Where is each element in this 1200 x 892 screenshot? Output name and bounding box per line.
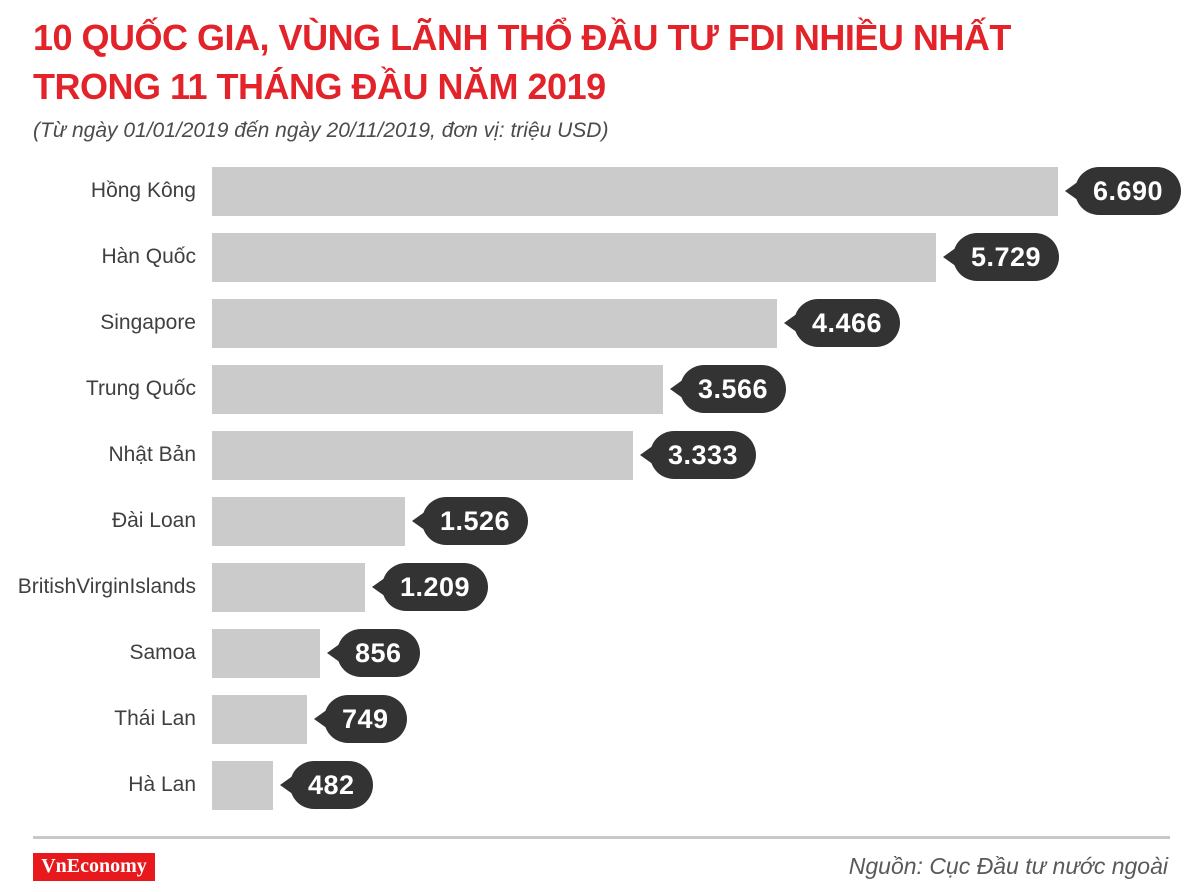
bar-label: Trung Quốc: [85, 377, 196, 401]
value-label: 4.466: [812, 307, 883, 338]
value-label: 856: [355, 637, 402, 668]
bar-row: Nhật Bản 3.333: [0, 430, 1200, 480]
value-badge: 1.209: [382, 563, 489, 612]
bar-label: Nhật Bản: [108, 443, 196, 467]
value-badge: 6.690: [1075, 167, 1182, 216]
value-label: 6.690: [1093, 175, 1164, 206]
value-label: 749: [342, 703, 389, 734]
bar: [212, 430, 633, 480]
value-badge: 3.333: [650, 431, 757, 480]
bar-label: BritishVirginIslands: [17, 575, 196, 599]
value-label: 482: [308, 769, 355, 800]
bar: [212, 232, 936, 282]
chart-subtitle: (Từ ngày 01/01/2019 đến ngày 20/11/2019,…: [33, 118, 609, 142]
bar-label: Đài Loan: [111, 509, 196, 533]
value-badge: 856: [337, 629, 420, 678]
bar-label: Hồng Kông: [90, 179, 196, 203]
bar-label: Hàn Quốc: [101, 245, 196, 269]
header: 10 QUỐC GIA, VÙNG LÃNH THỔ ĐẦU TƯ FDI NH…: [0, 0, 1200, 143]
value-label: 3.333: [668, 439, 739, 470]
bar-row: Singapore 4.466: [0, 298, 1200, 348]
value-badge: 1.526: [422, 497, 529, 546]
bar-row: Hồng Kông 6.690: [0, 166, 1200, 216]
bar-row: BritishVirginIslands 1.209: [0, 562, 1200, 612]
bar: [212, 166, 1058, 216]
bar-row: Thái Lan 749: [0, 694, 1200, 744]
bar: [212, 364, 663, 414]
bar-chart: Hồng Kông 6.690 Hàn Quốc 5.729 Singapore…: [0, 166, 1200, 810]
bar: [212, 496, 405, 546]
footer: VnEconomy Nguồn: Cục Đầu tư nước ngoài: [33, 852, 1168, 881]
bar: [212, 760, 273, 810]
bar-label: Singapore: [100, 311, 196, 335]
bar-row: Hàn Quốc 5.729: [0, 232, 1200, 282]
source-credit: Nguồn: Cục Đầu tư nước ngoài: [848, 853, 1168, 880]
value-label: 3.566: [698, 373, 769, 404]
bar-row: Trung Quốc 3.566: [0, 364, 1200, 414]
bar-label: Samoa: [129, 641, 196, 665]
chart-title-line2: TRONG 11 THÁNG ĐẦU NĂM 2019: [33, 65, 606, 107]
bar: [212, 628, 320, 678]
vneconomy-logo: VnEconomy: [33, 852, 155, 881]
bar-label: Hà Lan: [128, 773, 196, 797]
value-badge: 5.729: [953, 233, 1060, 282]
chart-title-line1: 10 QUỐC GIA, VÙNG LÃNH THỔ ĐẦU TƯ FDI NH…: [33, 17, 1011, 58]
bar: [212, 562, 365, 612]
bar: [212, 694, 307, 744]
bar-label: Thái Lan: [114, 707, 196, 731]
bar-row: Hà Lan 482: [0, 760, 1200, 810]
chart-title: 10 QUỐC GIA, VÙNG LÃNH THỔ ĐẦU TƯ FDI NH…: [33, 14, 1200, 112]
value-badge: 3.566: [680, 365, 787, 414]
footer-divider: [33, 835, 1170, 839]
bar-row: Đài Loan 1.526: [0, 496, 1200, 546]
bar-row: Samoa 856: [0, 628, 1200, 678]
value-badge: 749: [324, 695, 407, 744]
value-badge: 4.466: [794, 299, 901, 348]
value-label: 1.209: [400, 571, 471, 602]
bar: [212, 298, 777, 348]
value-label: 1.526: [440, 505, 511, 536]
value-badge: 482: [290, 761, 373, 810]
value-label: 5.729: [971, 241, 1042, 272]
